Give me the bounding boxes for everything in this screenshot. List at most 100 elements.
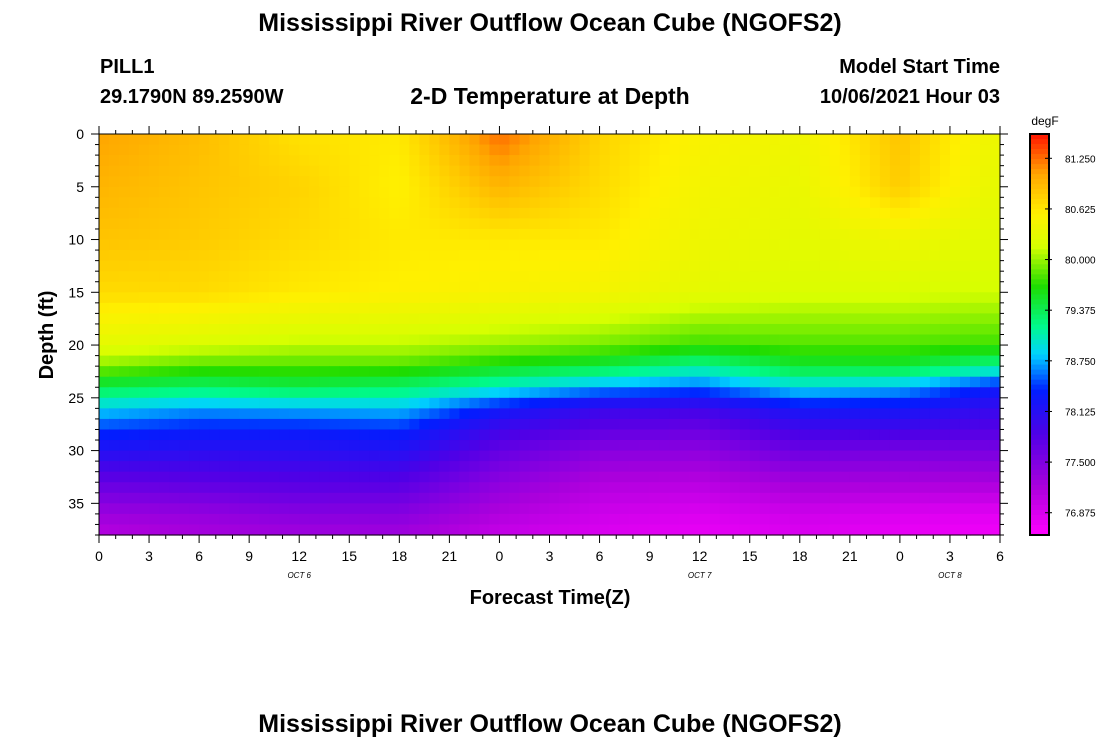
heatmap-cell <box>209 397 220 409</box>
heatmap-cell <box>679 271 691 283</box>
heatmap-cell <box>139 281 150 293</box>
heatmap-cell <box>159 418 170 431</box>
heatmap-cell <box>289 250 300 262</box>
heatmap-cell <box>879 397 891 409</box>
heatmap-cell <box>749 387 761 399</box>
heatmap-cell <box>479 429 491 441</box>
heatmap-cell <box>139 165 150 177</box>
heatmap-cell <box>439 165 450 177</box>
heatmap-cell <box>909 471 921 483</box>
heatmap-cell <box>329 281 340 293</box>
heatmap-cell <box>929 397 941 409</box>
heatmap-cell <box>889 397 901 409</box>
heatmap-cell <box>259 292 270 304</box>
heatmap-cell <box>719 292 731 304</box>
heatmap-cell <box>609 429 621 441</box>
heatmap-cell <box>729 355 741 367</box>
heatmap-cell <box>479 345 491 357</box>
heatmap-cell <box>369 397 380 409</box>
heatmap-cell <box>689 218 701 230</box>
heatmap-cell <box>479 292 491 304</box>
heatmap-cell <box>399 345 410 357</box>
colorbar-segment <box>1030 244 1049 250</box>
heatmap-cell <box>179 207 190 220</box>
heatmap-cell <box>929 524 941 536</box>
heatmap-cell <box>479 503 491 515</box>
heatmap-cell <box>629 450 641 462</box>
heatmap-cell <box>829 165 841 177</box>
heatmap-cell <box>479 207 491 220</box>
heatmap-cell <box>499 429 511 441</box>
heatmap-cell <box>419 376 430 388</box>
x-tick-label: 6 <box>596 548 604 564</box>
heatmap-cell <box>389 408 400 420</box>
heatmap-cell <box>239 482 250 494</box>
heatmap-cell <box>869 397 881 409</box>
heatmap-cell <box>439 292 450 304</box>
heatmap-cell <box>99 376 110 388</box>
heatmap-cell <box>829 397 841 409</box>
heatmap-cell <box>99 408 110 420</box>
heatmap-cell <box>799 186 811 198</box>
heatmap-cell <box>769 144 781 156</box>
heatmap-cell <box>389 302 400 314</box>
colorbar-segment <box>1030 279 1049 285</box>
heatmap-cell <box>389 165 400 177</box>
heatmap-cell <box>699 281 711 293</box>
heatmap-cell <box>499 228 511 241</box>
heatmap-cell <box>349 366 360 378</box>
heatmap-cell <box>259 207 270 220</box>
heatmap-cell <box>599 471 611 483</box>
heatmap-cell <box>489 176 501 188</box>
heatmap-cell <box>119 271 130 283</box>
heatmap-cell <box>119 239 130 251</box>
heatmap-cell <box>809 355 821 367</box>
heatmap-cell <box>879 313 891 325</box>
heatmap-cell <box>979 503 991 515</box>
heatmap-cell <box>339 492 350 504</box>
heatmap-cell <box>789 503 801 515</box>
heatmap-cell <box>399 366 410 378</box>
heatmap-cell <box>489 503 501 515</box>
heatmap-cell <box>129 471 140 483</box>
heatmap-cell <box>719 313 731 325</box>
heatmap-cell <box>959 397 971 409</box>
heatmap-cell <box>649 323 661 336</box>
heatmap-cell <box>379 524 390 536</box>
heatmap-cell <box>379 345 390 357</box>
heatmap-cell <box>539 345 551 357</box>
heatmap-cell <box>429 292 440 304</box>
heatmap-cell <box>829 345 841 357</box>
heatmap-cell <box>489 387 501 399</box>
heatmap-cell <box>409 271 420 283</box>
heatmap-cell <box>969 292 981 304</box>
heatmap-cell <box>539 165 551 177</box>
heatmap-cell <box>359 345 370 357</box>
heatmap-cell <box>649 524 661 536</box>
heatmap-cell <box>599 323 611 336</box>
heatmap-cell <box>559 218 571 230</box>
heatmap-cell <box>209 218 220 230</box>
heatmap-cell <box>959 334 971 346</box>
heatmap-cell <box>249 197 260 209</box>
heatmap-cell <box>449 418 460 431</box>
heatmap-cell <box>469 334 481 346</box>
heatmap-cell <box>539 313 551 325</box>
heatmap-cell <box>489 186 501 198</box>
heatmap-cell <box>459 323 471 336</box>
heatmap-cell <box>239 218 250 230</box>
heatmap-cell <box>559 345 571 357</box>
heatmap-cell <box>389 218 400 230</box>
heatmap-cell <box>559 450 571 462</box>
heatmap-cell <box>849 155 861 167</box>
heatmap-cell <box>679 302 691 314</box>
heatmap-cell <box>759 281 771 293</box>
heatmap-cell <box>559 155 571 167</box>
heatmap-cell <box>109 482 120 494</box>
heatmap-cell <box>119 260 130 272</box>
heatmap-cell <box>309 503 320 515</box>
heatmap-cell <box>569 345 581 357</box>
heatmap-cell <box>749 313 761 325</box>
heatmap-cell <box>859 503 871 515</box>
heatmap-cell <box>329 429 340 441</box>
